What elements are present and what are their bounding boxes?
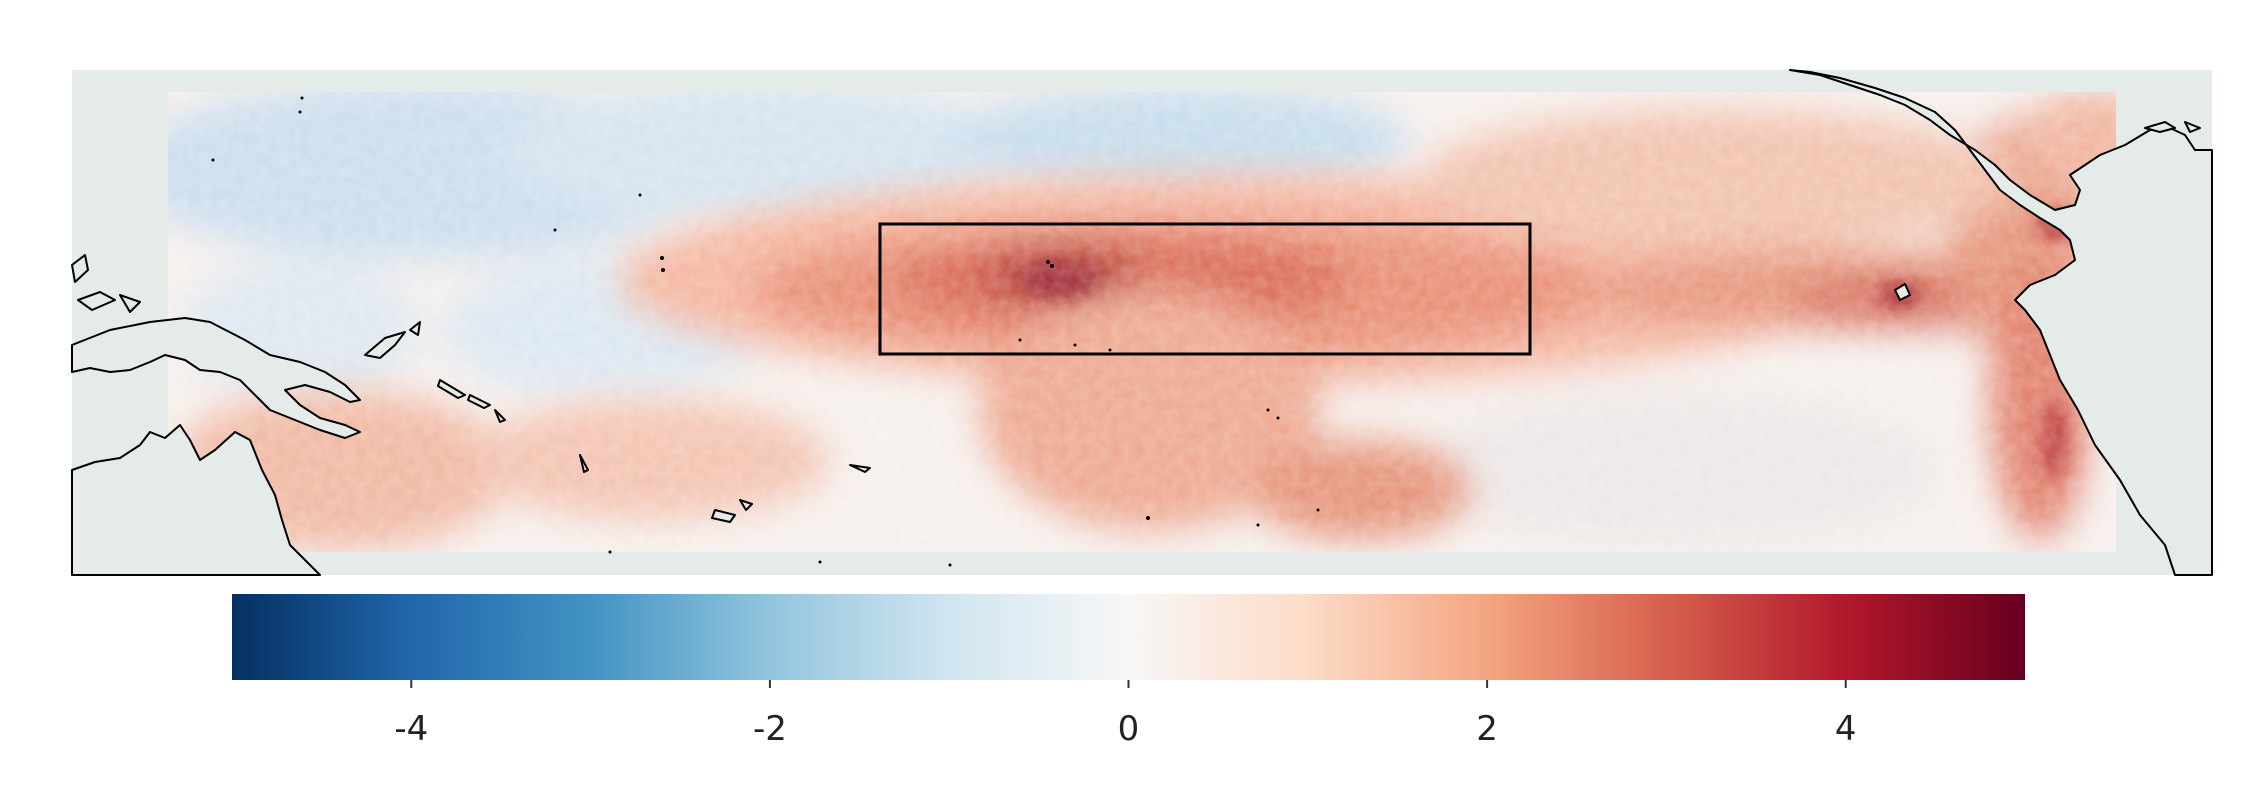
island-dots	[211, 96, 1320, 567]
coastline-australia	[71, 424, 321, 576]
colorbar	[232, 594, 2025, 680]
coastline-fiji	[711, 499, 753, 523]
coastline-solomons	[437, 379, 506, 423]
colorbar-tick-label: 4	[1835, 709, 1857, 749]
colorbar-tick-label: -2	[753, 709, 787, 749]
coastline-tonga	[849, 464, 871, 473]
coastline-americas	[1789, 69, 2213, 576]
colorbar-tick-label: -4	[394, 709, 428, 749]
anomaly-field	[168, 92, 2116, 552]
coastline-new-britain	[364, 331, 406, 359]
coastline-galapagos	[1894, 283, 1911, 301]
colorbar-tick-label: 2	[1476, 709, 1498, 749]
coastline-vanuatu	[579, 454, 589, 473]
coastline-caribbean	[2144, 121, 2201, 133]
coastlines	[71, 69, 2213, 576]
colorbar-tick-label: 0	[1118, 709, 1140, 749]
colorbar-ticks: -4 -2 0 2 4	[394, 680, 1857, 749]
coastline-new-ireland	[409, 321, 421, 336]
coastline-new-guinea	[71, 317, 361, 439]
coastline-west-islands	[71, 254, 141, 313]
highlight-region-box	[878, 222, 1532, 356]
